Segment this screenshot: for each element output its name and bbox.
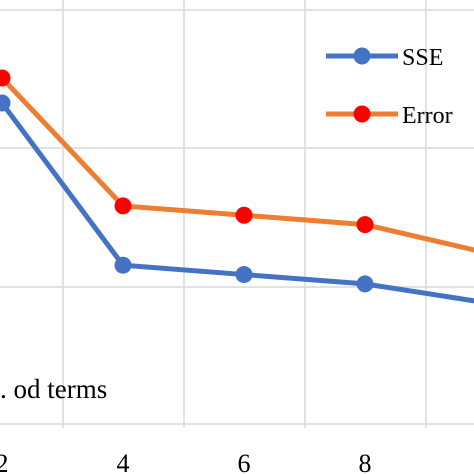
legend: SSE Error [326,45,453,129]
data-point-sse [114,256,132,274]
x-axis-title: . od terms [0,374,107,404]
data-point-error [0,69,11,87]
x-tick-label: 4 [117,449,130,474]
data-point-error [235,206,253,224]
data-point-sse [235,266,253,284]
legend-sse-label: SSE [402,45,443,71]
x-tick-labels: 2 4 6 8 [0,449,372,474]
legend-error-label: Error [402,103,453,129]
data-point-sse [0,94,11,112]
legend-sse-marker [353,47,371,65]
x-tick-label: 6 [238,449,251,474]
grid [0,0,474,428]
data-point-error [356,216,374,234]
data-point-sse [356,275,374,293]
data-point-error [114,197,132,215]
x-tick-label: 8 [359,449,372,474]
series-layer [0,69,474,304]
legend-error-marker [353,105,371,123]
x-tick-label: 2 [0,449,9,474]
